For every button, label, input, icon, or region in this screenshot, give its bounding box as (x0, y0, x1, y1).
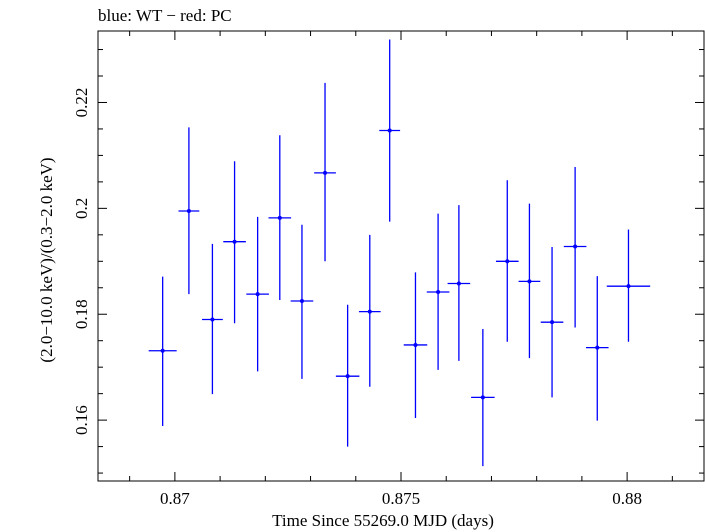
data-point-group (268, 135, 292, 300)
data-point (573, 244, 578, 249)
data-point-group (540, 247, 564, 398)
data-point (595, 345, 600, 350)
data-point (480, 395, 485, 400)
y-tick-label: 0.22 (72, 88, 91, 118)
data-point (387, 128, 392, 133)
data-point-group (606, 229, 651, 342)
data-point (367, 309, 372, 314)
data-point-group (403, 272, 428, 418)
data-point-group (518, 203, 541, 359)
data-point-group (585, 276, 609, 421)
data-point-group (495, 180, 519, 342)
data-point-group (148, 276, 177, 426)
data-point-group (335, 304, 360, 447)
data-point-group (246, 216, 269, 372)
y-tick-label: 0.16 (72, 405, 91, 435)
data-point (413, 342, 418, 347)
y-tick-label: 0.2 (72, 198, 91, 219)
data-point-group (178, 127, 200, 295)
data-point (210, 317, 215, 322)
x-tick-label: 0.87 (160, 489, 190, 508)
data-point-group (314, 82, 336, 262)
data-point (299, 299, 304, 303)
data-point-group (471, 329, 495, 467)
data-point-group (358, 234, 381, 387)
data-point-group (379, 39, 401, 222)
data-point-group (223, 161, 246, 324)
y-axis-ticks: 0.16 0.18 0.2 0.22 (72, 49, 704, 474)
data-point-group (202, 243, 223, 395)
x-tick-label: 0.875 (382, 489, 420, 508)
data-series (148, 39, 651, 467)
data-point (277, 215, 282, 220)
chart-title: blue: WT − red: PC (98, 6, 232, 25)
data-point-group (563, 167, 587, 328)
y-tick-label: 0.18 (72, 299, 91, 329)
y-axis-label: (2.0−10.0 keV)/(0.3−2.0 keV) (37, 157, 56, 362)
x-axis-ticks: 0.87 0.875 0.88 (129, 31, 673, 508)
x-axis-label: Time Since 55269.0 MJD (days) (272, 511, 494, 530)
data-point (345, 374, 350, 379)
data-point (186, 209, 191, 213)
data-point (436, 290, 441, 294)
data-point (505, 259, 510, 264)
data-point (255, 292, 260, 297)
data-point-group (290, 224, 314, 379)
data-point-group (447, 205, 471, 361)
data-point (160, 348, 165, 353)
data-point (550, 320, 555, 325)
data-point (456, 281, 461, 286)
data-point (323, 170, 328, 175)
x-tick-label: 0.88 (612, 489, 642, 508)
data-point-group (426, 213, 450, 370)
data-point (527, 279, 532, 284)
data-point (626, 284, 631, 289)
data-point (232, 239, 237, 244)
